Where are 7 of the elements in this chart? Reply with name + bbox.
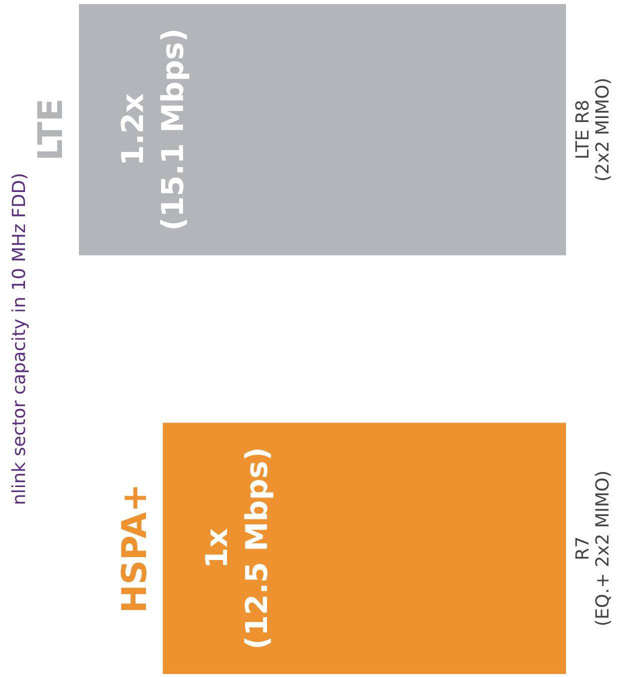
data-label: 1x (12.5 Mbps) — [200, 447, 275, 650]
text: LTE — [30, 98, 71, 161]
text: nlink sector capacity in 10 MHz FDD) — [8, 172, 30, 506]
data-label: 1.2x (15.1 Mbps) — [116, 28, 191, 231]
y-tick-label: R7 (EQ.+ 2x2 MIMO) — [572, 470, 614, 626]
y-tick-label: LTE R8 (2x2 MIMO) — [572, 78, 614, 182]
text: HSPA+ — [114, 484, 155, 614]
